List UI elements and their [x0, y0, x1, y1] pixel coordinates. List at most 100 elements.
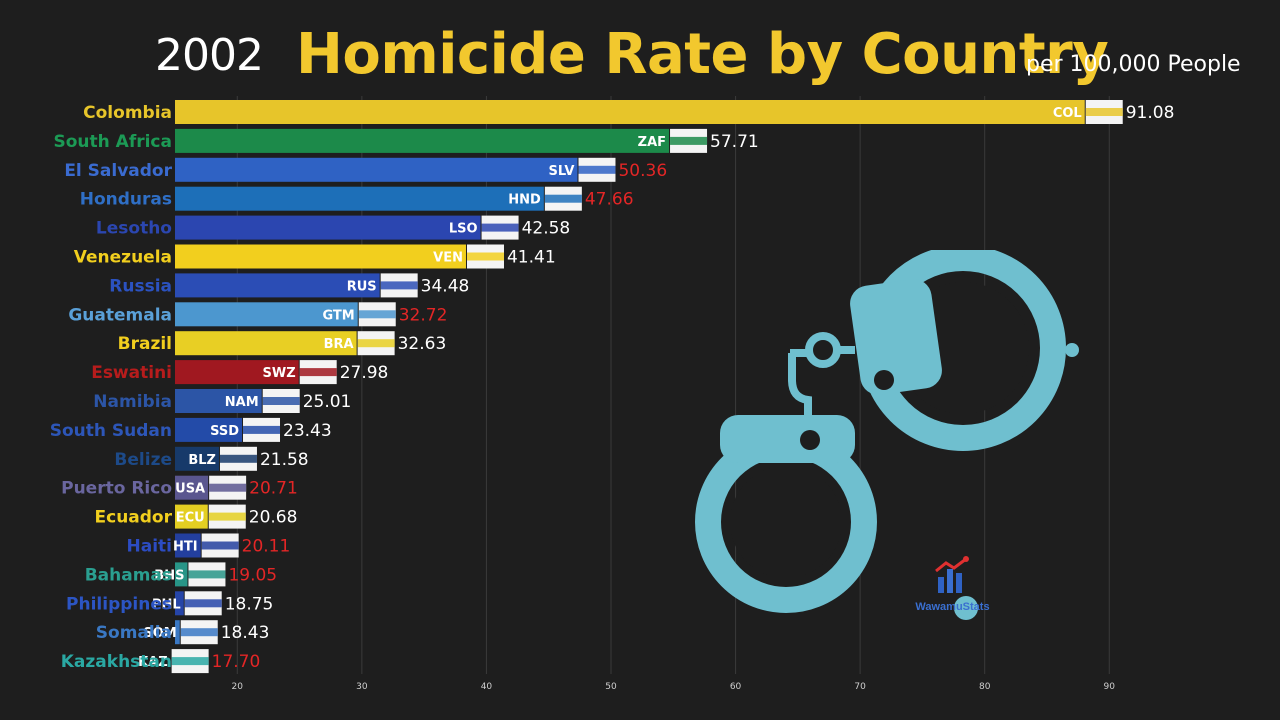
flag-stripe: [184, 599, 222, 608]
category-label: Belize: [114, 450, 172, 470]
category-label: Honduras: [80, 190, 172, 210]
bar-zaf: [175, 128, 670, 153]
handcuffs-icon: [695, 250, 1079, 620]
value-label: 42.58: [522, 219, 571, 239]
bar-bra: [175, 331, 357, 356]
flag-stripe: [180, 628, 218, 637]
bar-code-slv: SLV: [549, 164, 575, 179]
bar-code-zaf: ZAF: [638, 135, 666, 150]
category-label: Eswatini: [91, 363, 172, 383]
category-label: Colombia: [83, 103, 172, 123]
bar-code-col: COL: [1053, 106, 1082, 121]
value-label: 20.71: [249, 479, 298, 499]
chart-subtitle: per 100,000 People: [1026, 52, 1241, 77]
bar-code-rus: RUS: [347, 279, 377, 294]
bar-code-som: SOM: [143, 626, 176, 641]
bar-chart-logo-icon: [934, 556, 969, 593]
flag-stripe: [171, 657, 209, 666]
value-label: 32.63: [398, 334, 447, 354]
category-label: South Africa: [54, 132, 173, 152]
category-label: Guatemala: [68, 305, 172, 325]
category-label: Ecuador: [95, 508, 173, 528]
bar-code-bra: BRA: [324, 337, 354, 352]
bar-code-kaz: KAZ: [138, 655, 168, 670]
bar-ecu: [175, 504, 208, 529]
value-label: 25.01: [303, 392, 352, 412]
flag-stripe: [544, 194, 582, 203]
bar-ven: [175, 244, 466, 269]
watermark-logo: WawamuStats: [905, 555, 1000, 613]
category-label: Brazil: [118, 334, 172, 354]
value-label: 34.48: [421, 276, 470, 296]
value-label: 20.68: [249, 508, 298, 528]
category-label: Haiti: [127, 537, 172, 557]
chart-bars: COL 91.08 Colombia ZAF 57.71 South Africa SLV 5…: [50, 100, 1175, 674]
category-label: South Sudan: [50, 421, 172, 441]
bar-swz: [175, 360, 299, 385]
x-tick-label: 90: [1104, 682, 1116, 692]
bar-blz: [175, 446, 219, 471]
bar-hnd: [175, 186, 544, 211]
category-label: Somalia: [96, 623, 172, 643]
category-label: Lesotho: [96, 219, 172, 239]
bar-ssd: [175, 417, 243, 442]
value-label: 23.43: [283, 421, 332, 441]
flag-stripe: [380, 281, 418, 290]
category-label: Namibia: [93, 392, 172, 412]
bar-code-hti: HTI: [173, 540, 198, 555]
watermark-text: WawamuStats: [915, 601, 990, 613]
value-label: 41.41: [507, 248, 556, 268]
flag-stripe: [208, 512, 246, 521]
flag-stripe: [358, 310, 396, 319]
bar-gtm: [175, 302, 358, 327]
category-label: Kazakhstan: [61, 652, 172, 672]
x-tick-label: 60: [730, 682, 742, 692]
bar-code-nam: NAM: [225, 395, 259, 410]
x-tick-label: 70: [854, 682, 866, 692]
value-label: 18.43: [221, 623, 270, 643]
flag-stripe: [1085, 108, 1123, 116]
flag-stripe: [578, 165, 616, 174]
value-label: 17.70: [212, 652, 261, 672]
x-tick-label: 30: [356, 682, 368, 692]
x-tick-label: 50: [605, 682, 617, 692]
category-label: Russia: [109, 276, 172, 296]
bar-code-ssd: SSD: [210, 424, 239, 439]
bar-rus: [175, 273, 380, 298]
bar-code-phl: PHL: [152, 597, 181, 612]
flag-stripe: [466, 252, 504, 261]
value-label: 18.75: [225, 594, 274, 614]
flag-stripe: [209, 483, 247, 492]
flag-stripe: [357, 339, 395, 348]
bar-col: [175, 100, 1085, 124]
year-label: 2002: [155, 30, 264, 81]
bar-code-bhs: BHS: [154, 568, 184, 583]
flag-stripe: [188, 570, 226, 579]
flag-stripe: [262, 397, 300, 405]
bar-bhs: [175, 562, 188, 587]
category-label: Philippines: [66, 594, 172, 614]
value-label: 47.66: [585, 190, 634, 210]
bar-hti: [175, 533, 201, 558]
bar-som: [175, 620, 180, 645]
bar-code-ven: VEN: [433, 251, 463, 266]
bar-phl: [175, 591, 184, 616]
category-label: Puerto Rico: [61, 479, 172, 499]
bar-code-lso: LSO: [449, 222, 478, 237]
value-label: 32.72: [399, 305, 448, 325]
bar-slv: [175, 157, 578, 182]
x-tick-label: 20: [232, 682, 244, 692]
value-label: 27.98: [340, 363, 389, 383]
bar-code-gtm: GTM: [322, 308, 354, 323]
bar-code-usa: USA: [175, 482, 205, 497]
flag-stripe: [201, 541, 239, 550]
flag-stripe: [219, 454, 257, 463]
bar-code-swz: SWZ: [263, 366, 296, 381]
category-label: Venezuela: [74, 248, 172, 268]
bar-code-ecu: ECU: [176, 511, 205, 526]
bar-usa: [175, 475, 209, 500]
value-label: 91.08: [1126, 103, 1175, 123]
bar-code-blz: BLZ: [188, 453, 216, 468]
flag-stripe: [243, 425, 281, 434]
